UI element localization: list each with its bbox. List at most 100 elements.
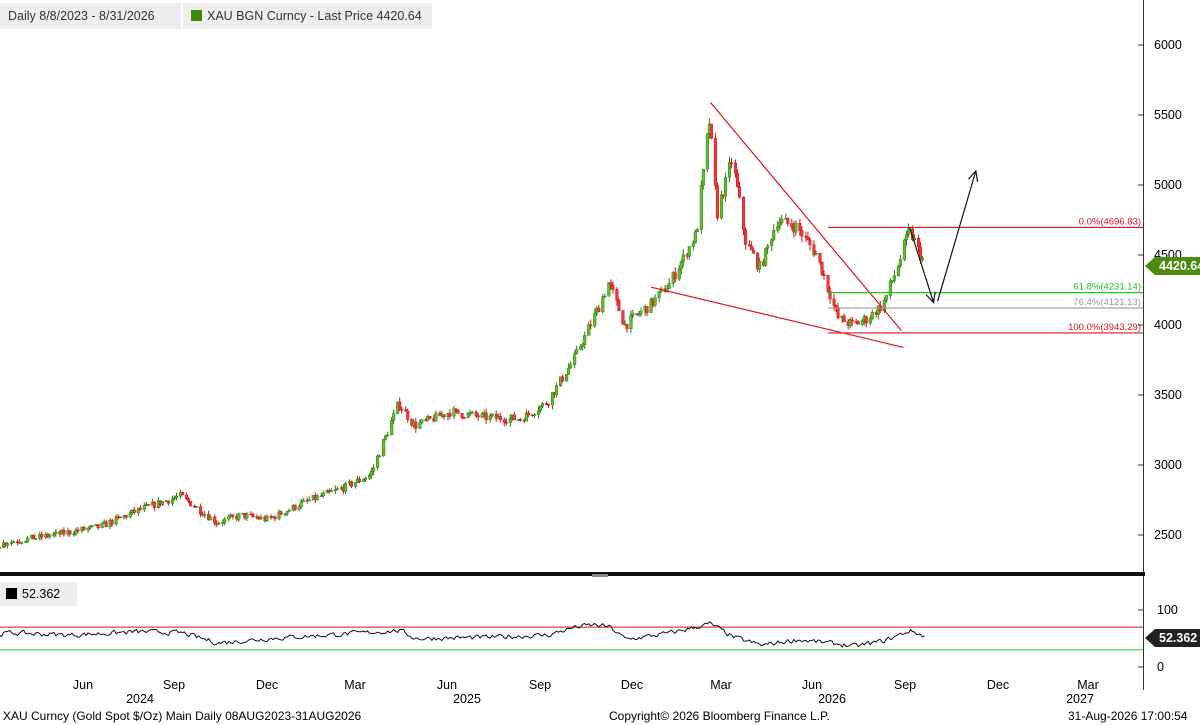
candle-body	[0, 547, 2, 549]
candle-body	[114, 516, 118, 525]
candle-body	[174, 496, 179, 499]
candle-body	[573, 353, 577, 365]
candle-body	[657, 290, 661, 298]
candle-body	[794, 222, 798, 233]
candle-body	[400, 408, 404, 411]
candle-body	[575, 348, 579, 354]
date-range-label: Daily 8/8/2023 - 8/31/2026	[0, 3, 181, 29]
candle-body	[637, 313, 641, 316]
candle-body	[715, 185, 719, 219]
candle-body	[404, 409, 408, 412]
candle-body	[434, 412, 438, 422]
candle-body	[916, 237, 921, 247]
candle-body	[850, 319, 854, 322]
x-month-label: Jun	[802, 678, 822, 692]
candle-body	[420, 419, 424, 424]
candle-body	[142, 505, 146, 510]
candle-body	[798, 222, 802, 232]
candle-body	[818, 253, 822, 263]
projection-arrow-shaft	[937, 170, 977, 302]
candle-body	[329, 490, 333, 493]
candle-body	[679, 261, 683, 270]
candle-body	[538, 405, 543, 411]
candle-body	[100, 522, 104, 528]
candle-body	[498, 415, 502, 421]
candle-body	[776, 225, 780, 231]
candle-body	[772, 230, 776, 240]
candle-body	[48, 535, 52, 538]
candle-body	[390, 420, 394, 436]
candle-body	[544, 403, 549, 405]
candle-body	[406, 411, 410, 420]
candle-body	[62, 529, 66, 535]
candle-body	[367, 475, 372, 479]
candle-body	[384, 435, 388, 440]
price-y-tick-label: 3000	[1154, 458, 1182, 472]
price-y-tick-label: 2500	[1154, 528, 1182, 542]
candle-body	[808, 239, 812, 246]
candle-body	[579, 346, 583, 350]
price-y-tick-label: 6000	[1154, 38, 1182, 52]
candle-body	[363, 477, 368, 480]
x-month-label: Sep	[529, 678, 551, 692]
candle-body	[82, 527, 86, 531]
fib-level-label: 76.4%(4121.13)	[1073, 297, 1141, 308]
candle-body	[287, 509, 291, 512]
candle-body	[920, 257, 925, 261]
candle-body	[836, 307, 840, 319]
candle-body	[333, 488, 337, 492]
candle-body	[185, 494, 189, 499]
candle-body	[742, 196, 746, 230]
candle-body	[285, 511, 289, 515]
candle-body	[848, 319, 852, 326]
candle-body	[370, 471, 374, 476]
x-year-label: 2027	[1066, 692, 1094, 706]
candle-body	[526, 412, 530, 416]
series-legend[interactable]: XAU BGN Curncy - Last Price 4420.64	[183, 3, 432, 29]
candle-body	[856, 321, 860, 325]
candle-body	[512, 414, 516, 420]
projection-arrow-shaft	[908, 226, 935, 303]
rsi-value-tag: 52.362	[1145, 629, 1200, 647]
candle-body	[460, 413, 464, 418]
candle-body	[160, 501, 164, 506]
candle-body	[301, 499, 305, 503]
fib-level-label: 100.0%(3943.29)	[1068, 322, 1141, 333]
candle-body	[357, 478, 362, 482]
candle-body	[778, 222, 782, 227]
candle-body	[297, 506, 301, 510]
candle-body	[199, 506, 203, 515]
candle-body	[237, 513, 241, 520]
rsi-legend[interactable]: 52.362	[0, 582, 77, 606]
candle-body	[273, 516, 277, 520]
candle-body	[864, 316, 868, 324]
x-month-label: Dec	[256, 678, 278, 692]
rsi-line	[0, 621, 925, 648]
candle-body	[691, 242, 695, 247]
candle-body	[24, 541, 28, 543]
candle-body	[454, 408, 458, 411]
candle-body	[770, 239, 774, 247]
candle-body	[898, 259, 902, 267]
candle-body	[180, 492, 185, 496]
candle-body	[693, 231, 697, 244]
x-month-label: Mar	[710, 678, 732, 692]
candle-body	[136, 507, 140, 513]
price-series	[0, 118, 925, 549]
candle-body	[705, 133, 709, 170]
candle-body	[319, 495, 323, 498]
candle-body	[583, 335, 587, 346]
candle-body	[790, 223, 794, 228]
candle-body	[484, 412, 488, 420]
candle-body	[195, 506, 199, 508]
candle-body	[735, 173, 740, 187]
candle-body	[687, 246, 691, 257]
candle-body	[621, 310, 625, 325]
candle-body	[764, 247, 768, 266]
projection-arrow-head	[925, 291, 936, 304]
candle-body	[172, 497, 177, 500]
candle-body	[223, 518, 227, 523]
projection-arrow-head	[968, 169, 979, 182]
x-month-label: Mar	[1077, 678, 1099, 692]
